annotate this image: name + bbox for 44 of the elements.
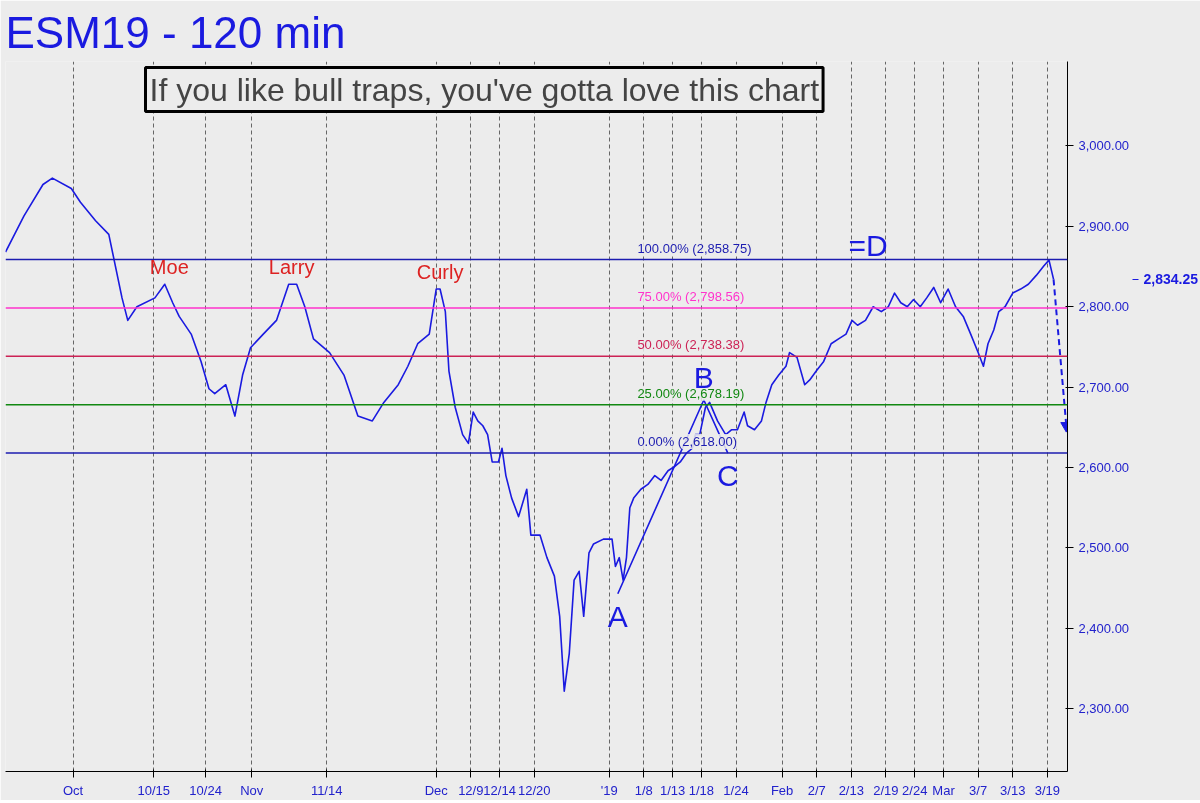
x-tick-label: 2/13 (838, 782, 864, 798)
y-tick-label: 2,600.00 (1078, 460, 1130, 476)
x-tick-label: 2/7 (807, 782, 826, 798)
x-tick-label: 1/8 (634, 782, 653, 798)
y-tick-label: 2,900.00 (1078, 218, 1130, 234)
x-tick-label: 10/15 (137, 782, 170, 798)
annotation: Larry (268, 256, 315, 279)
y-tick-label: 2,800.00 (1078, 299, 1130, 315)
x-tick-label: 3/19 (1034, 782, 1060, 798)
y-tick-label: 3,000.00 (1078, 138, 1130, 154)
chart-subtitle: If you like bull traps, you've gotta love this chart (149, 71, 820, 108)
x-tick-label: Mar (932, 782, 956, 798)
x-tick-label: 3/7 (969, 782, 988, 798)
x-tick-label: 12/9 (458, 782, 484, 798)
annotation: =D (848, 228, 888, 262)
x-tick-label: Nov (240, 782, 264, 798)
x-tick-label: 12/14 (483, 782, 516, 798)
x-tick-label: Oct (62, 782, 84, 798)
x-tick-label: 2/19 (873, 782, 899, 798)
ref-line-label: 0.00% (2,618.00) (637, 434, 738, 450)
annotation: C (717, 459, 739, 493)
chart-title: ESM19 - 120 min (5, 7, 346, 57)
x-tick-label: '19 (600, 782, 618, 798)
annotation: Moe (149, 256, 189, 279)
x-tick-label: 11/14 (310, 782, 343, 798)
x-tick-label: Feb (770, 782, 794, 798)
x-tick-label: 10/24 (189, 782, 222, 798)
ref-line-label: 50.00% (2,738.38) (637, 337, 745, 353)
x-tick-label: 12/20 (517, 782, 551, 798)
y-tick-label: 2,500.00 (1078, 540, 1130, 556)
x-tick-label: 2/24 (902, 782, 928, 798)
x-tick-label: Dec (424, 782, 449, 798)
annotation: Curly (416, 261, 464, 284)
y-tick-label: 2,400.00 (1078, 620, 1130, 636)
text: 2,834.25 (1143, 271, 1199, 288)
y-tick-label: 2,700.00 (1078, 379, 1130, 395)
x-tick-label: 1/24 (723, 782, 749, 798)
y-tick-label: 2,300.00 (1078, 701, 1130, 717)
ref-line-label: 100.00% (2,858.75) (637, 240, 752, 256)
ref-line-label: 75.00% (2,798.56) (637, 288, 745, 304)
x-tick-label: 3/13 (1000, 782, 1026, 798)
x-tick-label: 1/18 (688, 782, 715, 798)
x-tick-label: 1/13 (659, 782, 686, 798)
annotation: A (607, 599, 628, 633)
